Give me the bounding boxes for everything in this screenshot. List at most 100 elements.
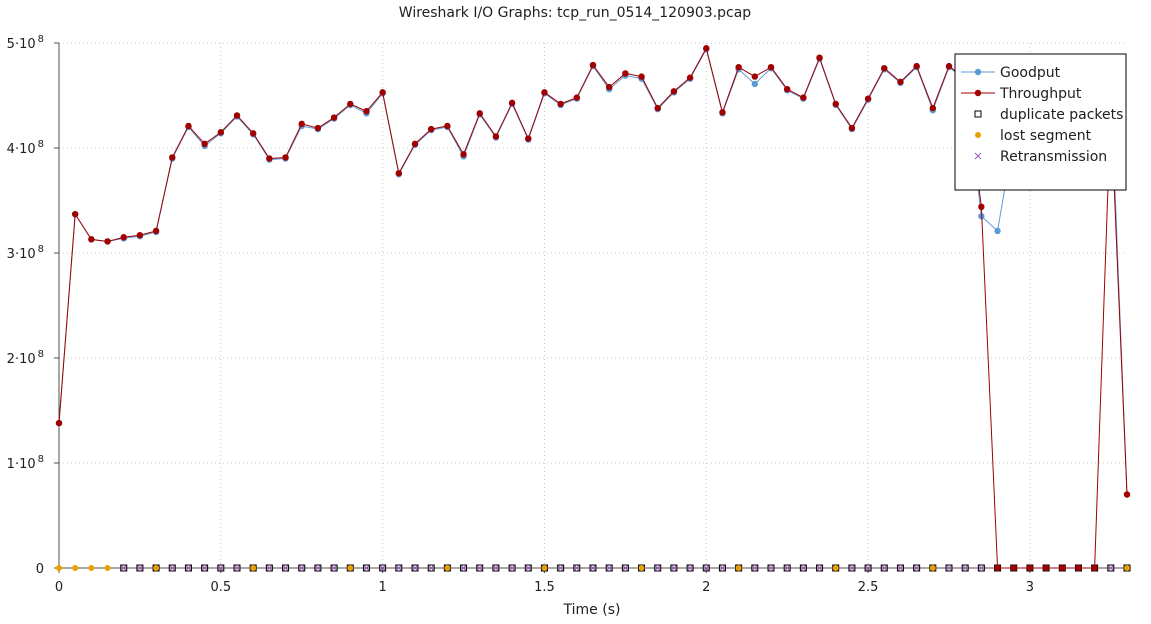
duplicate-packets-point [961, 564, 969, 572]
throughput-point [136, 231, 144, 239]
y-tick-label: 1·10 8 [7, 454, 44, 472]
retransmission-point [816, 564, 823, 572]
throughput-point [832, 100, 839, 108]
retransmission-point [913, 564, 920, 572]
throughput-point [605, 83, 613, 91]
duplicate-packets-point [654, 564, 662, 572]
retransmission-point [573, 564, 581, 572]
duplicate-packets-point [427, 564, 435, 572]
throughput-point [476, 110, 483, 117]
retransmission-point [864, 564, 872, 572]
series-plot-area[interactable] [55, 45, 1131, 572]
duplicate-packets-point [848, 564, 856, 572]
duplicate-packets-point [799, 564, 807, 572]
lost-segment-point [929, 565, 936, 571]
duplicate-packets-point [816, 564, 824, 572]
legend-item-duplicate-packets[interactable]: duplicate packets [974, 107, 1123, 123]
throughput-point [266, 155, 273, 162]
duplicate-packets-point [621, 564, 629, 572]
duplicate-packets-point [977, 564, 985, 572]
x-tick-label: 2.5 [858, 580, 879, 595]
legend-duplicate-packets-point [974, 110, 982, 118]
throughput-point [1091, 564, 1098, 572]
duplicate-packets-point [476, 564, 484, 572]
x-tick-label: 1.5 [534, 580, 555, 595]
retransmission-point [508, 564, 516, 572]
tick-labels: 0 0.5 1 1.5 2 2.5 301·10 82·10 83·10 84·10 85·10 8 [7, 34, 1034, 595]
y-tick-mantissa: 3·10 [7, 247, 36, 262]
duplicate-packets-point [168, 564, 176, 572]
duplicate-packets-point [524, 564, 532, 572]
throughput-point [201, 140, 208, 147]
throughput-point [427, 125, 435, 133]
throughput-point [622, 70, 629, 77]
y-tick-mantissa: 1·10 [7, 457, 36, 472]
retransmission-point [702, 564, 710, 572]
series-throughput [55, 45, 1131, 572]
legend-label: lost segment [1000, 128, 1092, 144]
retransmission-point [945, 564, 953, 572]
duplicate-packets-point [217, 564, 225, 572]
duplicate-packets-point [508, 564, 516, 572]
duplicate-packets-point [411, 564, 419, 572]
legend-item-goodput[interactable]: Goodput [961, 65, 1061, 81]
legend-item-lost-segment[interactable]: lost segment [975, 128, 1092, 144]
retransmission-point [282, 564, 289, 572]
throughput-point [1010, 564, 1017, 572]
duplicate-packets-point [330, 564, 338, 572]
retransmission-point [589, 564, 597, 572]
throughput-point [120, 234, 127, 241]
y-tick-exponent: 8 [38, 349, 44, 360]
throughput-point [589, 61, 597, 69]
throughput-point [104, 238, 111, 245]
throughput-point [719, 109, 726, 116]
lost-segment-point [153, 565, 160, 571]
duplicate-packets-point [767, 564, 775, 572]
throughput-point [848, 124, 856, 132]
legend[interactable]: Goodput Throughput duplicate packets lost s… [954, 53, 1127, 191]
legend-item-throughput[interactable]: Throughput [961, 86, 1082, 102]
throughput-point [249, 130, 257, 137]
legend-item-retransmission[interactable]: Retransmission [974, 149, 1107, 165]
throughput-point [411, 140, 419, 147]
lost-segment-point [72, 565, 79, 571]
throughput-point [541, 89, 548, 96]
retransmission-point [751, 564, 759, 572]
duplicate-packets-point [314, 564, 322, 572]
throughput-point [783, 86, 791, 93]
retransmission-point [880, 564, 888, 572]
duplicate-packets-point [492, 564, 500, 572]
retransmission-point [476, 564, 484, 572]
legend-retransmission-point [974, 152, 982, 160]
x-tick-label: 0 [55, 580, 63, 595]
throughput-point [169, 154, 176, 161]
throughput-point [800, 94, 807, 101]
y-tick-exponent: 8 [38, 454, 44, 465]
x-axis-label: Time (s) [563, 602, 621, 618]
retransmission-point [136, 564, 144, 572]
throughput-point [525, 135, 532, 142]
duplicate-packets-point [362, 564, 370, 572]
lost-segment-point [88, 565, 95, 571]
retransmission-point [233, 564, 241, 572]
throughput-point [638, 73, 645, 80]
retransmission-point [201, 564, 208, 572]
y-tick-exponent: 8 [38, 34, 44, 45]
throughput-point [751, 73, 759, 80]
retransmission-point [120, 564, 128, 572]
retransmission-point [605, 564, 613, 572]
throughput-point [71, 210, 79, 218]
throughput-point [913, 62, 920, 70]
throughput-point [1026, 564, 1034, 572]
duplicate-packets-point [751, 564, 759, 572]
duplicate-packets-point [460, 564, 468, 572]
retransmission-point [557, 564, 564, 572]
duplicate-packets-point [298, 564, 306, 572]
lost-segment-point [832, 565, 839, 571]
retransmission-point [670, 564, 678, 572]
throughput-point [994, 564, 1001, 572]
throughput-point [217, 129, 225, 136]
retransmission-point [185, 564, 192, 572]
throughput-point [686, 74, 694, 81]
